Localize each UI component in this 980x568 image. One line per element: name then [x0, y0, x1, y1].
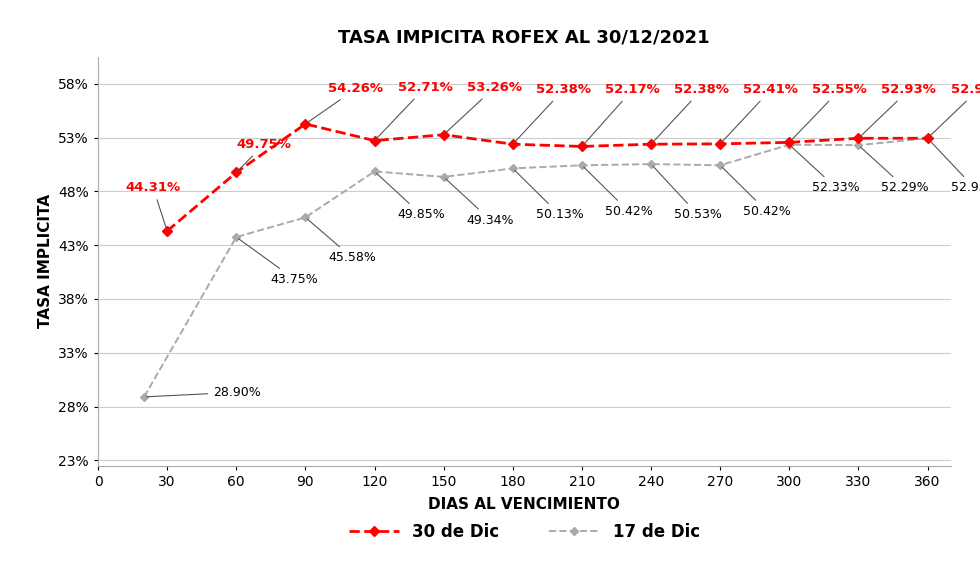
Text: 50.42%: 50.42%	[584, 167, 653, 218]
Title: TASA IMPICITA ROFEX AL 30/12/2021: TASA IMPICITA ROFEX AL 30/12/2021	[338, 29, 710, 47]
Text: 50.13%: 50.13%	[514, 170, 583, 221]
Text: 50.53%: 50.53%	[653, 166, 722, 221]
Text: 52.41%: 52.41%	[722, 83, 798, 142]
X-axis label: DIAS AL VENCIMIENTO: DIAS AL VENCIMIENTO	[428, 497, 620, 512]
Text: 49.34%: 49.34%	[446, 179, 514, 227]
Y-axis label: TASA IMPLICITA: TASA IMPLICITA	[37, 194, 53, 328]
Text: 45.58%: 45.58%	[308, 219, 376, 264]
Text: 52.55%: 52.55%	[791, 83, 867, 140]
Text: 52.93%: 52.93%	[860, 83, 936, 136]
Text: 52.93%: 52.93%	[929, 140, 980, 194]
Text: 44.31%: 44.31%	[125, 181, 180, 228]
Text: 28.90%: 28.90%	[147, 386, 261, 399]
Text: 52.17%: 52.17%	[584, 83, 660, 144]
Text: 52.93%: 52.93%	[930, 83, 980, 136]
Text: 49.75%: 49.75%	[236, 138, 291, 170]
Text: 52.71%: 52.71%	[376, 81, 453, 139]
Text: 49.85%: 49.85%	[376, 173, 445, 221]
Text: 52.38%: 52.38%	[514, 83, 591, 142]
Text: 50.42%: 50.42%	[722, 167, 791, 218]
Legend: 30 de Dic, 17 de Dic: 30 de Dic, 17 de Dic	[342, 516, 707, 548]
Text: 54.26%: 54.26%	[308, 82, 383, 122]
Text: 53.26%: 53.26%	[446, 81, 521, 133]
Text: 52.29%: 52.29%	[860, 147, 929, 194]
Text: 52.38%: 52.38%	[653, 83, 729, 142]
Text: 52.33%: 52.33%	[791, 147, 860, 194]
Text: 43.75%: 43.75%	[238, 239, 318, 286]
